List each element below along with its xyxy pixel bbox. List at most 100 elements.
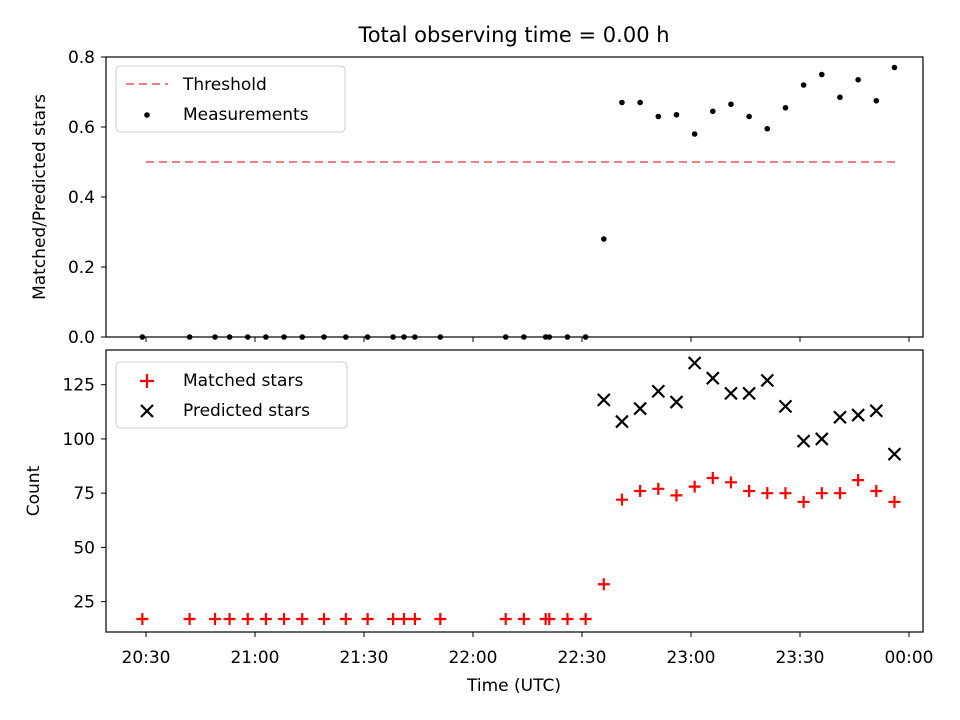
bottom-y-axis-label: Count	[24, 465, 44, 516]
measurement-point	[855, 76, 861, 83]
measurement-point	[600, 236, 607, 242]
bottom-x-axis-label: Time (UTC)	[466, 676, 561, 696]
measurement-point	[637, 99, 643, 106]
measurement-point	[728, 101, 734, 108]
top-y-axis-label: Matched/Predicted stars	[30, 94, 50, 300]
bottom-x-tick-label: 21:00	[230, 648, 279, 668]
top-y-tick-label: 0.8	[68, 48, 95, 68]
matched-star-point	[815, 487, 828, 500]
matched-star-point	[797, 495, 810, 508]
measurement-point	[673, 111, 680, 118]
legend-matched-swatch	[140, 374, 154, 388]
predicted-star-point	[760, 373, 775, 388]
bottom-x-tick-label: 20:30	[122, 648, 171, 668]
matched-star-point	[833, 487, 846, 500]
predicted-star-point	[742, 386, 756, 401]
matched-star-point	[517, 612, 530, 625]
bottom-legend-box	[115, 361, 348, 429]
bottom-x-tick-label: 22:00	[448, 648, 497, 668]
matched-star-point	[397, 612, 410, 625]
matched-star-point	[888, 495, 901, 508]
bottom-x-tick-label: 21:30	[339, 648, 388, 668]
matched-star-point	[870, 485, 883, 497]
matched-star-point	[136, 612, 149, 625]
measurement-point	[655, 113, 662, 120]
matched-star-point	[209, 612, 222, 625]
predicted-star-point	[687, 356, 702, 370]
measurement-point	[891, 64, 898, 71]
bottom-x-tick-label: 23:00	[666, 648, 715, 668]
predicted-star-point	[869, 403, 884, 418]
matched-star-point	[296, 612, 309, 625]
top-legend: Threshold Measurements	[115, 65, 346, 133]
legend-matched-label: Matched stars	[183, 371, 303, 391]
top-y-tick-label: 0.6	[68, 118, 95, 138]
matched-star-point	[183, 612, 196, 625]
legend-predicted-swatch	[140, 404, 154, 418]
matched-star-point	[670, 489, 683, 502]
matched-star-point	[387, 612, 400, 625]
matched-star-point	[499, 612, 512, 625]
matched-star-point	[561, 612, 574, 625]
top-plot-frame	[105, 56, 924, 338]
measurement-point	[873, 97, 880, 104]
legend-predicted-label: Predicted stars	[183, 401, 310, 421]
legend-measurements-swatch	[144, 112, 150, 118]
top-legend-box	[115, 65, 346, 133]
matched-star-point	[434, 612, 447, 625]
measurement-point	[619, 99, 625, 106]
legend-measurements-label: Measurements	[183, 105, 309, 125]
predicted-star-point	[633, 401, 647, 416]
predicted-star-point	[778, 399, 793, 414]
measurement-point	[782, 104, 789, 111]
bottom-y-tick-label: 75	[73, 484, 95, 504]
predicted-star-point	[851, 408, 865, 422]
bottom-y-tick-label: 100	[63, 430, 95, 450]
matched-star-point	[408, 612, 421, 625]
bottom-plot-area: 25 50 75 100 125 20:30 21:00 21:30 22:00 22:30 23:…	[63, 356, 933, 668]
matched-star-point	[706, 471, 719, 484]
matched-star-point	[615, 493, 628, 506]
top-y-tick-label: 0.0	[68, 328, 95, 348]
matched-star-point	[779, 487, 792, 500]
bottom-y-tick-label: 25	[73, 593, 95, 613]
matched-star-point	[743, 485, 756, 497]
measurement-point	[818, 71, 825, 78]
matched-star-point	[852, 474, 865, 487]
predicted-star-point	[724, 386, 738, 401]
matched-star-point	[223, 612, 236, 625]
predicted-star-point	[706, 371, 720, 385]
matched-star-point	[579, 612, 592, 625]
bottom-y-tick-label: 125	[63, 376, 95, 396]
measurement-point	[709, 108, 716, 115]
predicted-star-point	[651, 384, 666, 398]
top-y-tick-label: 0.2	[68, 258, 95, 278]
predicted-star-point	[615, 414, 629, 429]
matched-star-point	[761, 487, 774, 500]
matched-star-point	[652, 482, 665, 495]
bottom-x-tick-label: 00:00	[884, 648, 933, 668]
top-plot-area: 0.0 0.2 0.4 0.6 0.8	[68, 48, 910, 348]
predicted-star-point	[887, 447, 902, 461]
top-y-tick-label: 0.4	[68, 188, 95, 208]
legend-threshold-label: Threshold	[182, 75, 267, 95]
predicted-star-point	[815, 432, 829, 446]
matched-star-point	[597, 578, 610, 591]
matched-star-point	[543, 612, 556, 625]
measurement-point	[764, 125, 771, 132]
measurement-point	[837, 94, 843, 101]
matched-star-point	[259, 612, 272, 625]
measurement-point	[746, 113, 752, 120]
predicted-star-point	[597, 393, 611, 407]
measurement-point	[691, 131, 698, 137]
predicted-star-point	[833, 410, 847, 425]
bottom-y-tick-label: 50	[73, 538, 95, 558]
bottom-x-tick-label: 23:30	[775, 648, 824, 668]
matched-star-point	[339, 612, 352, 625]
predicted-star-point	[796, 434, 811, 448]
matched-star-point	[318, 612, 331, 625]
bottom-legend: Matched stars Predicted stars	[115, 361, 348, 429]
predicted-star-point	[669, 395, 684, 409]
matched-star-point	[241, 612, 254, 625]
